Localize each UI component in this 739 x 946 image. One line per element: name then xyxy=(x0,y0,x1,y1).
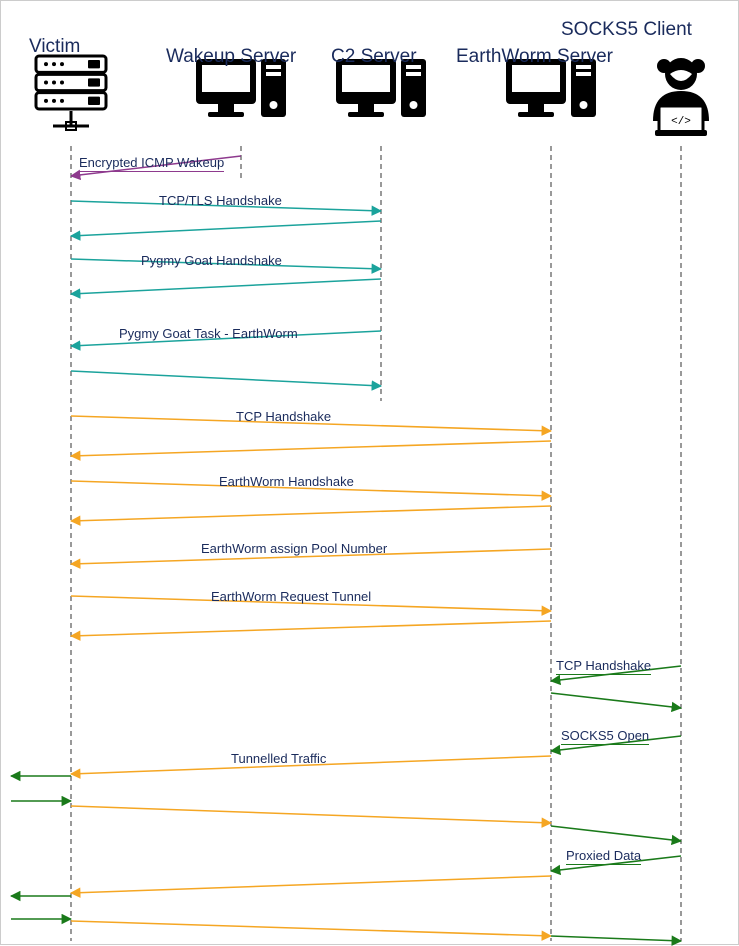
message-label: Encrypted ICMP Wakeup xyxy=(79,155,224,172)
actor-label-socks: SOCKS5 Client xyxy=(561,19,692,41)
diagram-canvas: </> xyxy=(1,1,739,946)
message-label: Proxied Data xyxy=(566,848,641,865)
actor-label-victim: Victim xyxy=(29,36,80,58)
message-label: Pygmy Goat Handshake xyxy=(141,253,282,268)
actor-label-c2: C2 Server xyxy=(331,46,417,68)
message-label: EarthWorm Request Tunnel xyxy=(211,589,371,604)
message-label: SOCKS5 Open xyxy=(561,728,649,745)
sequence-diagram: </> Victim Wakeup Server C2 Server EarthWor… xyxy=(0,0,739,945)
message-label: TCP Handshake xyxy=(556,658,651,675)
message-label: Tunnelled Traffic xyxy=(231,751,326,766)
svg-text:</>: </> xyxy=(671,116,691,128)
actor-label-earthworm: EarthWorm Server xyxy=(456,46,613,68)
actor-label-wakeup: Wakeup Server xyxy=(166,46,296,68)
message-label: EarthWorm Handshake xyxy=(219,474,354,489)
message-label: TCP/TLS Handshake xyxy=(159,193,282,208)
message-label: EarthWorm assign Pool Number xyxy=(201,541,387,556)
message-label: TCP Handshake xyxy=(236,409,331,424)
message-label: Pygmy Goat Task - EarthWorm xyxy=(119,326,298,341)
